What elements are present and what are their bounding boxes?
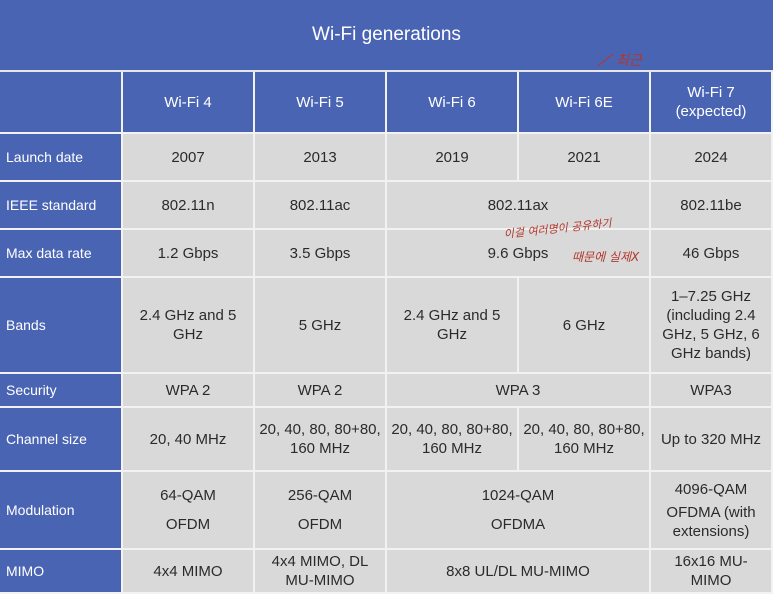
table-row: IEEE standard 802.11n 802.11ac 802.11ax …: [0, 182, 773, 230]
cell-rate-wifi5: 3.5 Gbps: [255, 230, 387, 278]
slide-title: Wi-Fi generations: [0, 0, 773, 72]
modulation-qam: 256-QAM: [287, 487, 353, 504]
row-label-channel-size: Channel size: [0, 408, 123, 472]
cell-launch-wifi5: 2013: [255, 134, 387, 182]
cell-bands-wifi5: 5 GHz: [255, 278, 387, 374]
row-label-mimo: MIMO: [0, 550, 123, 594]
table-row: Bands 2.4 GHz and 5 GHz 5 GHz 2.4 GHz an…: [0, 278, 773, 374]
cell-ieee-wifi6-6e: 802.11ax: [387, 182, 651, 230]
cell-security-wifi4: WPA 2: [123, 374, 255, 408]
row-label-ieee-standard: IEEE standard: [0, 182, 123, 230]
wifi-comparison-table: Wi-Fi 4 Wi-Fi 5 Wi-Fi 6 Wi-Fi 6E Wi-Fi 7…: [0, 72, 773, 594]
row-label-security: Security: [0, 374, 123, 408]
column-header-wifi6: Wi-Fi 6: [387, 72, 519, 134]
cell-channel-wifi6: 20, 40, 80, 80+80, 160 MHz: [387, 408, 519, 472]
cell-mimo-wifi5: 4x4 MIMO, DL MU-MIMO: [255, 550, 387, 594]
row-label-max-data-rate: Max data rate: [0, 230, 123, 278]
header-row: Wi-Fi 4 Wi-Fi 5 Wi-Fi 6 Wi-Fi 6E Wi-Fi 7…: [0, 72, 773, 134]
column-header-wifi4: Wi-Fi 4: [123, 72, 255, 134]
row-label-modulation: Modulation: [0, 472, 123, 550]
cell-rate-wifi6-6e: 9.6 Gbps: [387, 230, 651, 278]
modulation-qam: 1024-QAM: [481, 487, 555, 504]
table-row: Launch date 2007 2013 2019 2021 2024: [0, 134, 773, 182]
cell-modulation-wifi5: 256-QAM OFDM: [255, 472, 387, 550]
modulation-scheme: OFDM: [165, 516, 211, 533]
cell-channel-wifi6e: 20, 40, 80, 80+80, 160 MHz: [519, 408, 651, 472]
cell-channel-wifi5: 20, 40, 80, 80+80, 160 MHz: [255, 408, 387, 472]
modulation-qam: 4096-QAM: [674, 480, 748, 498]
cell-rate-wifi7: 46 Gbps: [651, 230, 773, 278]
cell-security-wifi6-6e: WPA 3: [387, 374, 651, 408]
column-header-wifi5: Wi-Fi 5: [255, 72, 387, 134]
cell-modulation-wifi7: 4096-QAM OFDMA (with extensions): [651, 472, 773, 550]
cell-mimo-wifi7: 16x16 MU-MIMO: [651, 550, 773, 594]
modulation-qam: 64-QAM: [160, 487, 216, 504]
cell-security-wifi7: WPA3: [651, 374, 773, 408]
table-row: MIMO 4x4 MIMO 4x4 MIMO, DL MU-MIMO 8x8 U…: [0, 550, 773, 594]
cell-launch-wifi6: 2019: [387, 134, 519, 182]
table-row: Modulation 64-QAM OFDM 256-QAM OFDM 1024…: [0, 472, 773, 550]
cell-ieee-wifi7: 802.11be: [651, 182, 773, 230]
cell-rate-wifi4: 1.2 Gbps: [123, 230, 255, 278]
header-corner: [0, 72, 123, 134]
cell-launch-wifi6e: 2021: [519, 134, 651, 182]
cell-mimo-wifi4: 4x4 MIMO: [123, 550, 255, 594]
table-row: Security WPA 2 WPA 2 WPA 3 WPA3: [0, 374, 773, 408]
cell-bands-wifi6: 2.4 GHz and 5 GHz: [387, 278, 519, 374]
table-row: Channel size 20, 40 MHz 20, 40, 80, 80+8…: [0, 408, 773, 472]
cell-channel-wifi7: Up to 320 MHz: [651, 408, 773, 472]
modulation-scheme: OFDMA (with extensions): [666, 503, 756, 540]
table-row: Max data rate 1.2 Gbps 3.5 Gbps 9.6 Gbps…: [0, 230, 773, 278]
column-header-wifi6e: Wi-Fi 6E: [519, 72, 651, 134]
cell-launch-wifi7: 2024: [651, 134, 773, 182]
row-label-bands: Bands: [0, 278, 123, 374]
cell-mimo-wifi6-6e: 8x8 UL/DL MU-MIMO: [387, 550, 651, 594]
modulation-scheme: OFDMA: [490, 516, 546, 533]
cell-security-wifi5: WPA 2: [255, 374, 387, 408]
cell-bands-wifi7: 1–7.25 GHz (including 2.4 GHz, 5 GHz, 6 …: [651, 278, 773, 374]
cell-channel-wifi4: 20, 40 MHz: [123, 408, 255, 472]
cell-modulation-wifi6-6e: 1024-QAM OFDMA: [387, 472, 651, 550]
row-label-launch-date: Launch date: [0, 134, 123, 182]
cell-bands-wifi6e: 6 GHz: [519, 278, 651, 374]
cell-modulation-wifi4: 64-QAM OFDM: [123, 472, 255, 550]
cell-launch-wifi4: 2007: [123, 134, 255, 182]
column-header-wifi7: Wi-Fi 7 (expected): [651, 72, 773, 134]
cell-ieee-wifi5: 802.11ac: [255, 182, 387, 230]
cell-ieee-wifi4: 802.11n: [123, 182, 255, 230]
cell-bands-wifi4: 2.4 GHz and 5 GHz: [123, 278, 255, 374]
modulation-scheme: OFDM: [297, 516, 343, 533]
